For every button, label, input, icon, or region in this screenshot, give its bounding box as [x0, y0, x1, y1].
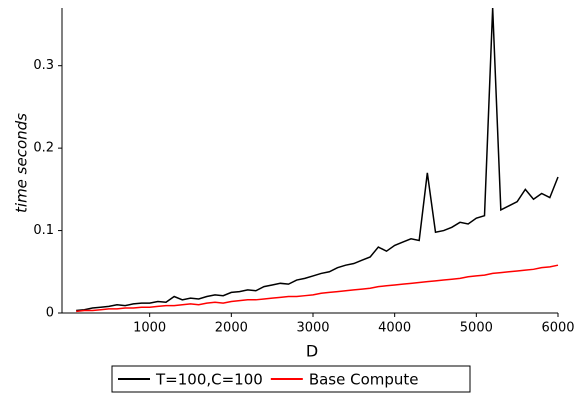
x-tick-label: 6000	[541, 321, 574, 336]
x-axis-label: D	[306, 342, 318, 361]
x-tick-label: 2000	[215, 321, 248, 336]
x-tick-label: 5000	[460, 321, 493, 336]
y-tick-label: 0.1	[33, 223, 54, 238]
legend-label: Base Compute	[309, 371, 419, 389]
y-tick-label: 0.2	[33, 141, 54, 156]
x-tick-label: 1000	[133, 321, 166, 336]
series-line	[76, 264, 559, 313]
y-tick-label: 0.3	[33, 58, 54, 73]
legend-box	[111, 365, 471, 393]
x-tick-label: 3000	[296, 321, 329, 336]
series-line	[76, 7, 559, 312]
y-tick-label: 0	[46, 306, 54, 321]
y-axis-label: time seconds	[13, 113, 31, 213]
x-tick-label: 4000	[378, 321, 411, 336]
legend-label: T=100,C=100	[155, 371, 263, 389]
